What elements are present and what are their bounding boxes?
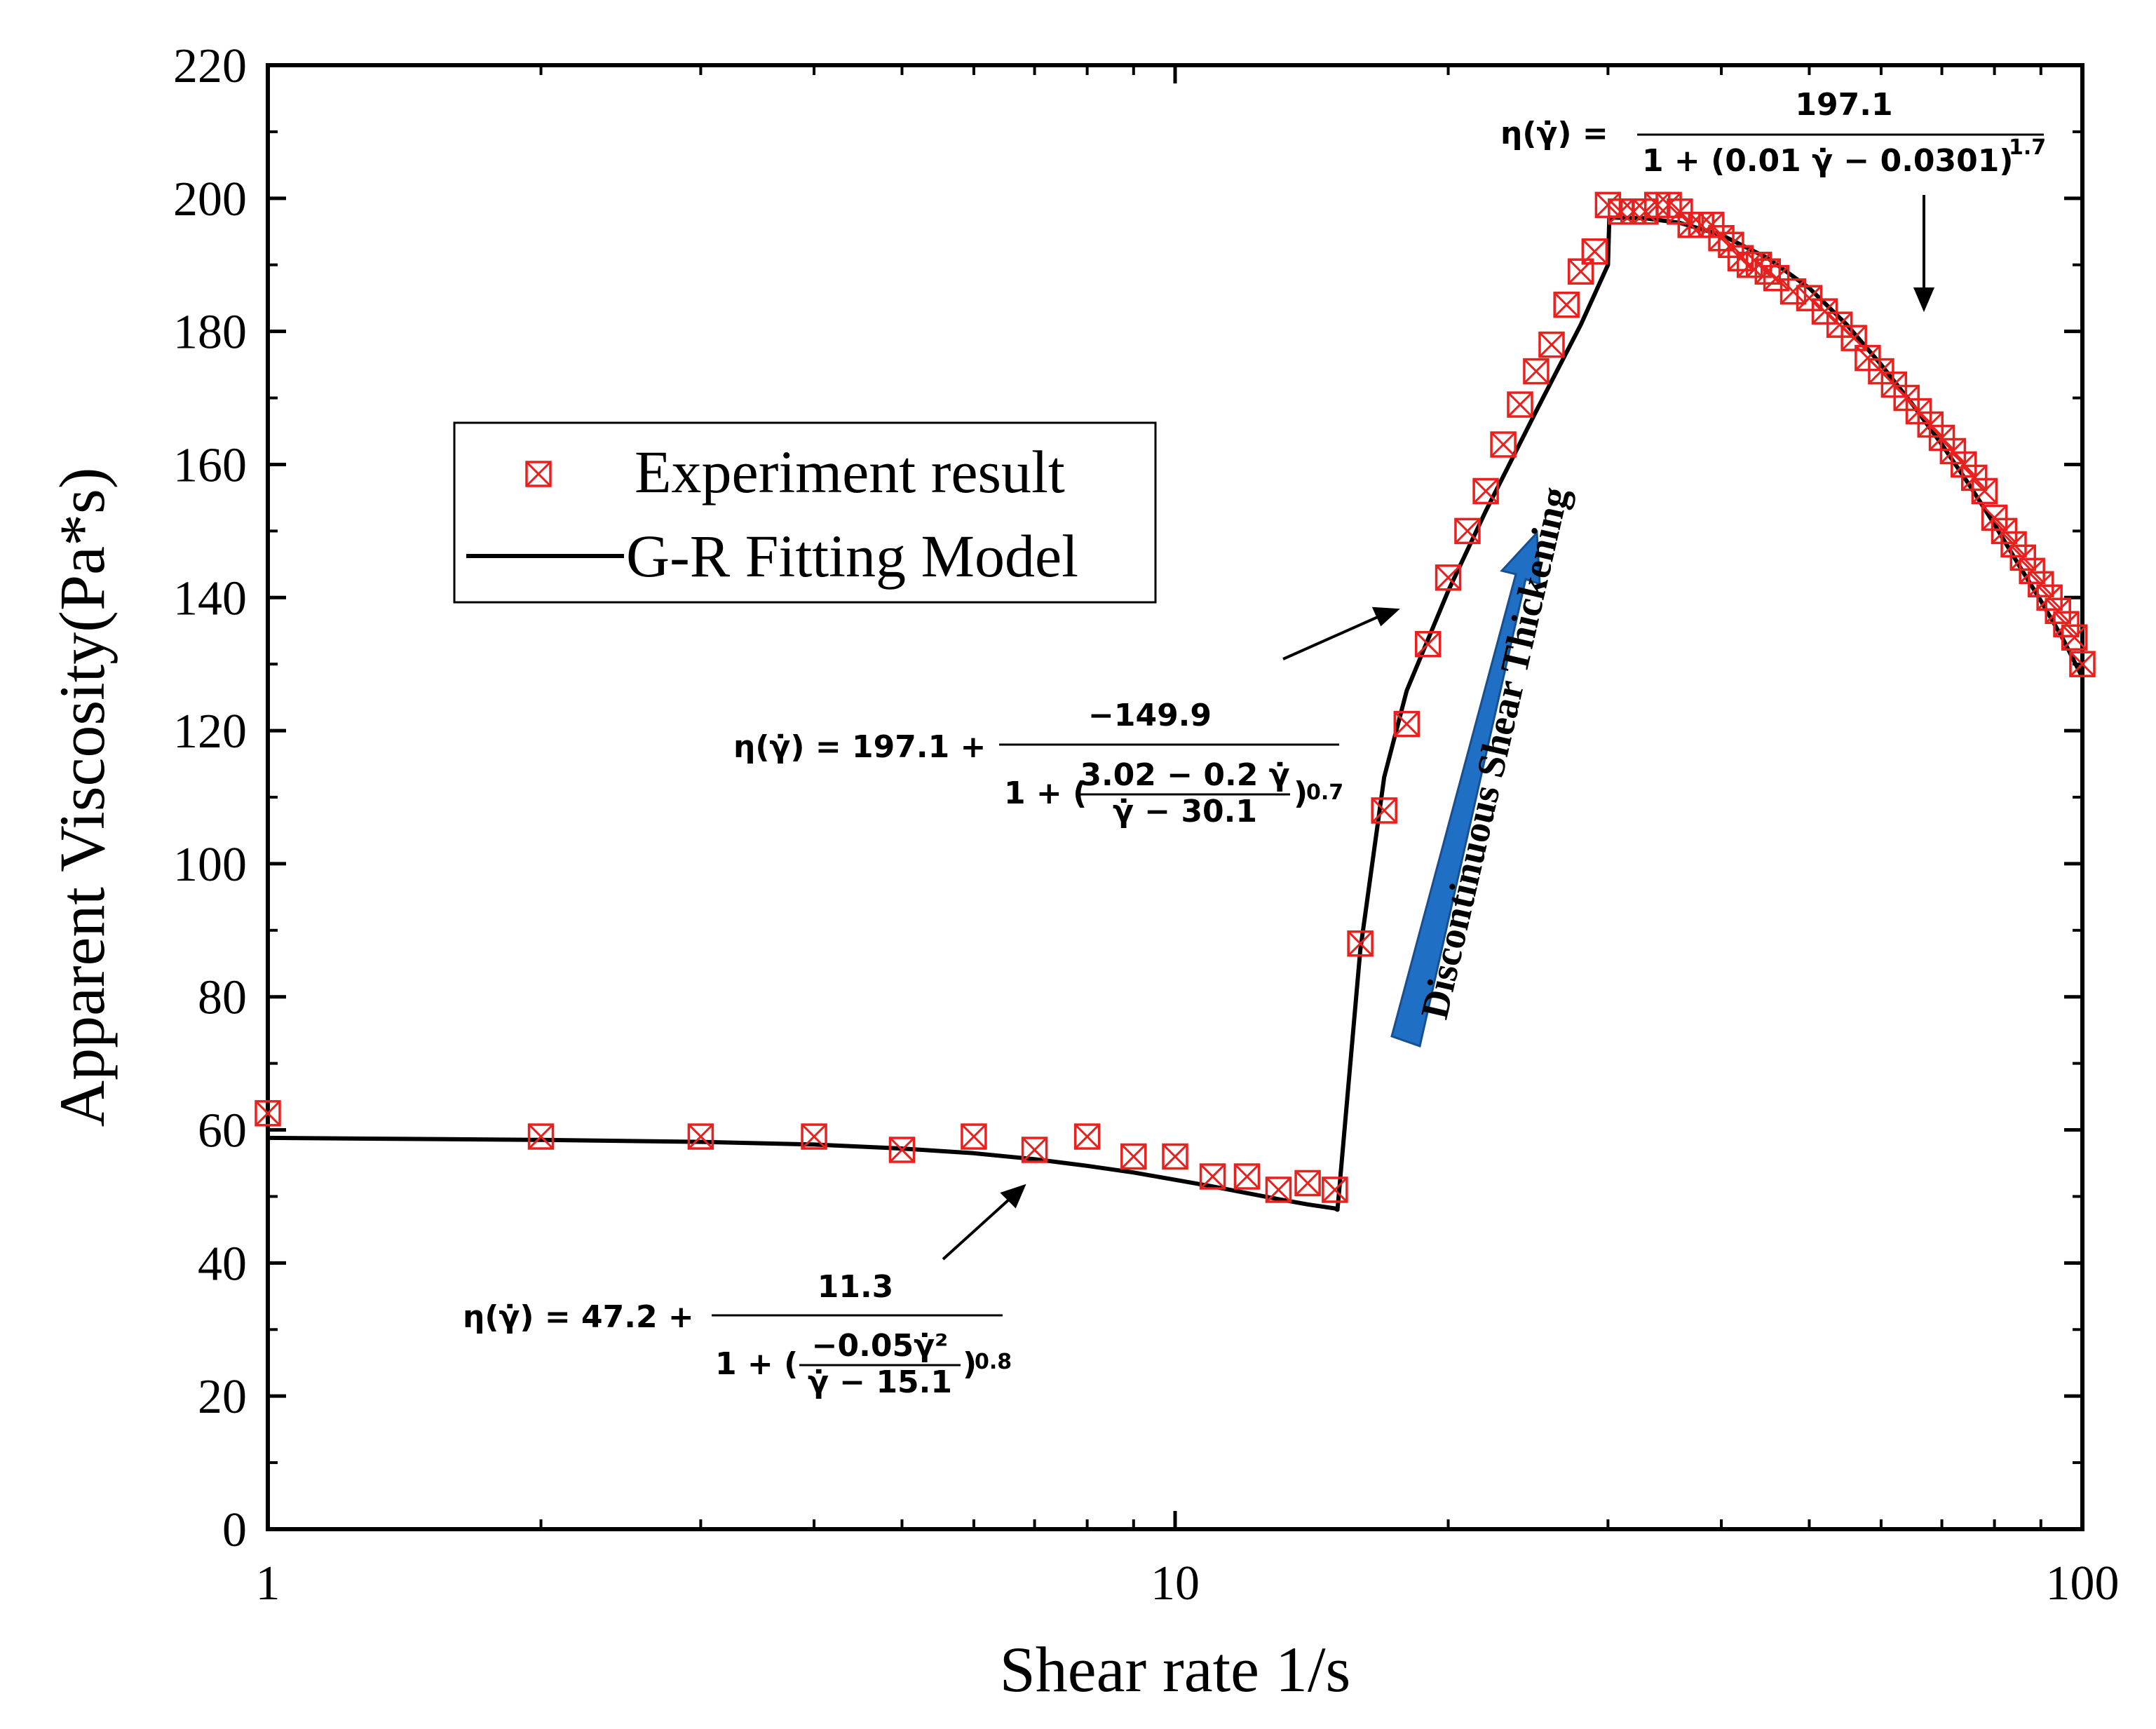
model-curve [267, 215, 2084, 1212]
experiment-point [1162, 1143, 1188, 1170]
experiment-point [1435, 564, 1462, 591]
experiment-point [1199, 1163, 1226, 1190]
experiment-point [1472, 477, 1499, 505]
experiment-point [1490, 431, 1517, 458]
experiment-point [1763, 264, 1790, 292]
x-tick-label: 100 [2046, 1557, 2120, 1611]
experiment-point [2045, 597, 2071, 625]
eq-high-numerator: 197.1 [1795, 87, 1892, 123]
eq-low-inner-numerator: −0.05γ̇² [812, 1328, 949, 1364]
experiment-point [2036, 584, 2063, 611]
experiment-point [1021, 1137, 1048, 1163]
experiment-point [1553, 291, 1580, 318]
experiment-point [255, 1100, 281, 1127]
legend: Experiment result G-R Fitting Model [453, 421, 1157, 604]
legend-marker-experiment [525, 461, 552, 487]
x-tick-label: 10 [1151, 1557, 1200, 1611]
eq-high-exponent: 1.7 [2009, 135, 2046, 160]
experiment-point [1294, 1169, 1321, 1197]
experiment-point [2028, 571, 2054, 598]
y-tick-label: 220 [173, 39, 247, 93]
eq-low-inner-denominator: γ̇ − 15.1 [808, 1364, 952, 1400]
eq-mid-inner-numerator: 3.02 − 0.2 γ̇ [1080, 757, 1289, 793]
experiment-point [527, 1123, 555, 1150]
y-tick-label: 20 [198, 1370, 247, 1424]
y-tick-label: 0 [222, 1503, 247, 1557]
y-tick-label: 120 [173, 705, 247, 759]
y-tick-label: 80 [198, 971, 247, 1025]
equation-mid: η(γ̇) = 197.1 + −149.9 1 + ( 3.02 − 0.2 … [733, 698, 1343, 829]
experiment-point [1233, 1163, 1261, 1190]
experiment-point [1538, 331, 1565, 358]
experiment-point [2019, 557, 2045, 585]
x-axis-title: Shear rate 1/s [1000, 1634, 1351, 1705]
legend-label-model: G-R Fitting Model [626, 522, 1078, 590]
eq-low-den-open: 1 + ( [715, 1346, 798, 1382]
experiment-point [2053, 611, 2080, 637]
experiment-point [961, 1123, 987, 1150]
legend-marker-glyph [525, 461, 552, 487]
axis-ticks [266, 63, 2084, 1531]
experiment-point [1507, 391, 1533, 418]
y-tick-label: 40 [198, 1237, 247, 1291]
eq-low-den-close: ) [963, 1346, 977, 1382]
pointer-arrows [942, 195, 1935, 1261]
experiment-point [1347, 930, 1374, 957]
experiment-point [801, 1123, 827, 1150]
experiment-point [1961, 464, 1988, 491]
experiment-point [1991, 517, 2018, 545]
experiment-point [1971, 477, 1998, 505]
legend-box [453, 421, 1157, 604]
equation-low: η(γ̇) = 47.2 + 11.3 1 + ( −0.05γ̇² γ̇ − … [463, 1269, 1012, 1400]
experiment-point [1981, 504, 2008, 531]
eq-mid-exponent: 0.7 [1306, 780, 1343, 805]
experiment-points [255, 191, 2096, 1203]
shear-thickening-arrow [1390, 530, 1541, 1047]
experiment-point [1393, 710, 1421, 738]
experiment-point [1414, 630, 1442, 658]
experiment-point [888, 1137, 916, 1163]
eq-mid-lhs: η(γ̇) = 197.1 + [733, 729, 986, 765]
y-tick-label: 60 [198, 1104, 247, 1158]
eq-mid-den-close: ) [1294, 775, 1308, 811]
experiment-point [1581, 238, 1608, 265]
y-tick-label: 180 [173, 306, 247, 360]
eq-mid-inner-denominator: γ̇ − 30.1 [1113, 794, 1257, 829]
experiment-point [2069, 651, 2096, 677]
y-tick-label: 140 [173, 571, 247, 625]
eq-mid-den-open: 1 + ( [1004, 775, 1087, 811]
experiment-point [1811, 298, 1838, 325]
experiment-point [1523, 358, 1550, 385]
eq-mid-numerator: −149.9 [1088, 698, 1212, 733]
experiment-point [1796, 285, 1823, 311]
experiment-point [1322, 1177, 1348, 1203]
experiment-point [1265, 1177, 1292, 1203]
experiment-point [2061, 624, 2088, 651]
eq-high-lhs: η(γ̇) = [1500, 116, 1608, 151]
equation-high: η(γ̇) = 197.1 1 + (0.01 γ̇ − 0.0301) 1.7 [1500, 87, 2046, 179]
eq-low-numerator: 11.3 [818, 1269, 894, 1305]
eq-low-exponent: 0.8 [975, 1350, 1012, 1374]
experiment-point [1917, 411, 1944, 438]
y-tick-label: 100 [173, 838, 247, 892]
experiment-point [1779, 278, 1807, 305]
experiment-point [1951, 451, 1977, 478]
x-tick-label: 1 [256, 1557, 280, 1611]
y-tick-label: 200 [173, 172, 247, 226]
y-tick-label: 160 [173, 438, 247, 492]
experiment-point [1371, 797, 1397, 824]
experiment-point [1120, 1143, 1147, 1170]
axis-tick-labels: 0 20 40 60 80 100 120 140 160 180 200 220 1 10 100 [173, 39, 2120, 1611]
experiment-point [687, 1123, 714, 1150]
experiment-point [2000, 531, 2027, 558]
legend-label-experiment: Experiment result [635, 438, 1065, 506]
y-axis-title: Apparent Viscosity(Pa*s) [46, 468, 118, 1127]
experiment-point [1073, 1123, 1101, 1150]
eq-low-lhs: η(γ̇) = 47.2 + [463, 1299, 694, 1335]
eq-high-denominator: 1 + (0.01 γ̇ − 0.0301) [1642, 143, 2013, 179]
experiment-point [1454, 517, 1481, 545]
experiment-point [2009, 544, 2036, 571]
